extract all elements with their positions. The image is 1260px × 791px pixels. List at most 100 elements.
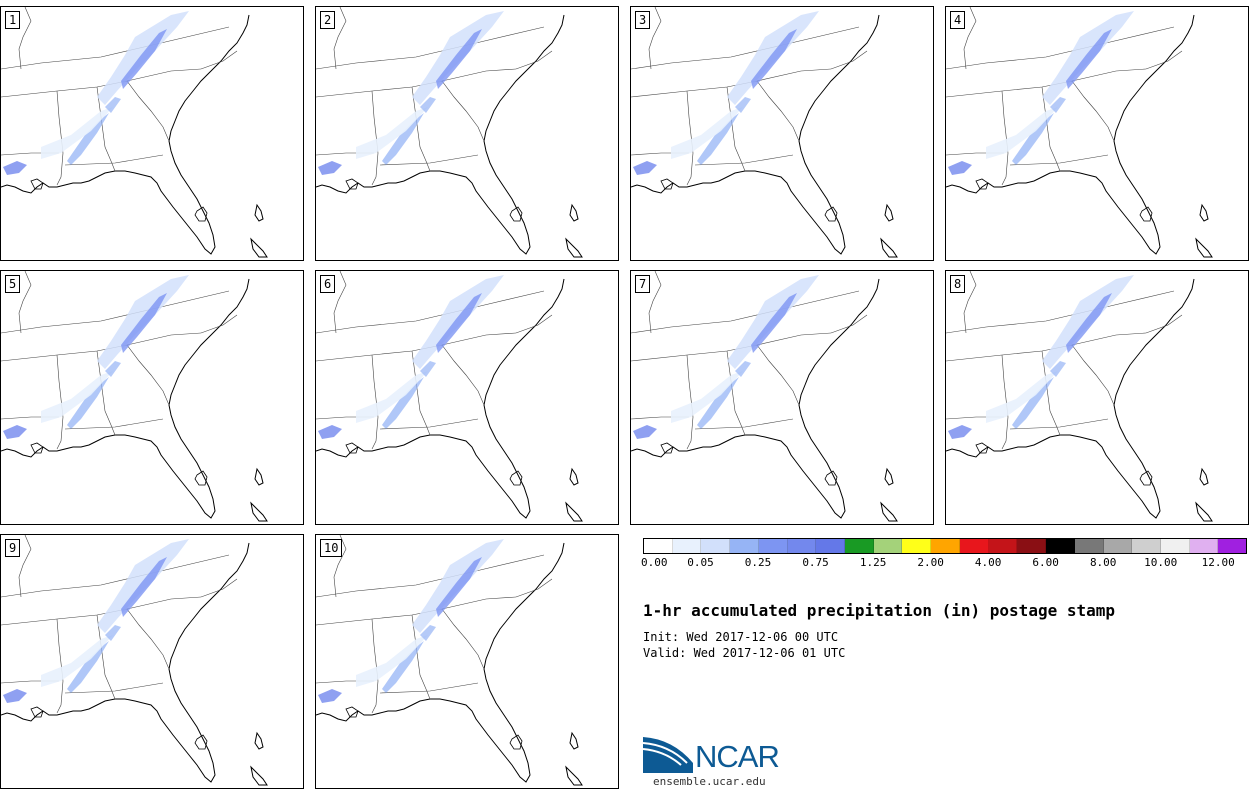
coastline — [946, 278, 1195, 519]
colorbar-swatch — [1046, 539, 1075, 553]
panel-number: 8 — [950, 275, 966, 293]
delta — [660, 442, 674, 454]
colorbar-swatch — [1074, 539, 1104, 553]
colorbar-tick-label: 2.00 — [917, 556, 944, 569]
lake-okeechobee — [509, 206, 523, 222]
colorbar-swatch — [758, 539, 788, 553]
colorbar-tick-label: 1.25 — [859, 556, 887, 569]
colorbar-swatch — [816, 539, 846, 553]
bahamas — [880, 203, 898, 258]
state-lines — [316, 271, 553, 450]
lake-okeechobee — [194, 470, 208, 486]
valid-time: Valid: Wed 2017-12-06 01 UTC — [643, 646, 846, 660]
colorbar-tick-label: 10.00 — [1144, 556, 1178, 569]
precip-bands — [318, 11, 504, 175]
colorbar-tick-label: 0.75 — [802, 556, 829, 569]
precip-colorbar — [643, 538, 1247, 554]
precip-bands — [3, 275, 189, 439]
colorbar-swatch — [730, 539, 759, 553]
state-lines — [316, 535, 553, 714]
bahamas — [1195, 467, 1213, 522]
lake-okeechobee — [509, 734, 523, 750]
colorbar-swatch — [672, 539, 702, 553]
member-panel-8: 8 — [945, 270, 1249, 525]
lake-okeechobee — [1139, 470, 1153, 486]
ncar-wordmark: NCAR — [695, 739, 780, 774]
colorbar-swatch — [787, 539, 817, 553]
state-lines — [631, 7, 868, 186]
coastline — [631, 278, 880, 519]
precip-bands — [633, 275, 819, 439]
lake-okeechobee — [824, 206, 838, 222]
colorbar-tick-label: 8.00 — [1089, 556, 1117, 569]
bahamas — [565, 467, 583, 522]
delta — [975, 178, 989, 190]
member-panel-5: 5 — [0, 270, 304, 525]
panel-number: 5 — [5, 275, 21, 293]
precip-bands — [948, 11, 1134, 175]
bahamas — [565, 203, 583, 258]
colorbar-tick-label: 4.00 — [974, 556, 1002, 569]
state-lines — [946, 271, 1183, 450]
colorbar-swatch — [644, 539, 673, 553]
init-time: Init: Wed 2017-12-06 00 UTC — [643, 630, 839, 644]
precip-bands — [318, 275, 504, 439]
coastline — [1, 542, 250, 783]
colorbar-tick-label: 0.25 — [744, 556, 772, 569]
precip-bands — [948, 275, 1134, 439]
delta — [30, 442, 44, 454]
panel-number: 9 — [5, 539, 21, 557]
member-panel-4: 4 — [945, 6, 1249, 261]
precip-bands — [633, 11, 819, 175]
member-panel-3: 3 — [630, 6, 934, 261]
bahamas — [250, 467, 268, 522]
state-lines — [316, 7, 553, 186]
delta — [975, 442, 989, 454]
panel-number: 7 — [635, 275, 651, 293]
member-panel-7: 7 — [630, 270, 934, 525]
coastline — [316, 542, 565, 783]
coastline — [316, 278, 565, 519]
state-lines — [1, 271, 238, 450]
ncar-logo: NCAR ensemble.ucar.edu — [642, 735, 803, 789]
colorbar-swatch — [845, 539, 874, 553]
lake-okeechobee — [194, 734, 208, 750]
colorbar-tick-label: 0.05 — [687, 556, 714, 569]
delta — [345, 706, 359, 718]
member-panel-10: 10 — [315, 534, 619, 789]
bahamas — [1195, 203, 1213, 258]
delta — [30, 178, 44, 190]
colorbar-swatch — [959, 539, 989, 553]
delta — [30, 706, 44, 718]
delta — [345, 178, 359, 190]
colorbar-swatch — [1017, 539, 1047, 553]
colorbar-tick-labels: 0.00 0.05 0.25 0.75 1.25 2.00 4.00 6.00 8.00 10.0… — [641, 556, 1247, 572]
state-lines — [631, 271, 868, 450]
panel-number: 6 — [320, 275, 336, 293]
colorbar-swatch — [873, 539, 903, 553]
panel-number: 2 — [320, 11, 336, 29]
delta — [660, 178, 674, 190]
coastline — [1, 278, 250, 519]
lake-okeechobee — [509, 470, 523, 486]
member-panel-9: 9 — [0, 534, 304, 789]
delta — [345, 442, 359, 454]
lake-okeechobee — [1139, 206, 1153, 222]
colorbar-tick-label: 0.00 — [641, 556, 668, 569]
member-panel-1: 1 — [0, 6, 304, 261]
member-panel-6: 6 — [315, 270, 619, 525]
colorbar-swatch — [931, 539, 960, 553]
coastline — [316, 14, 565, 255]
coastline — [946, 14, 1195, 255]
colorbar-swatch — [1132, 539, 1161, 553]
ncar-swoosh-icon — [642, 737, 693, 773]
precip-bands — [3, 539, 189, 703]
colorbar-tick-label: 12.00 — [1201, 556, 1235, 569]
colorbar-swatch — [1218, 539, 1247, 553]
precip-bands — [3, 11, 189, 175]
panel-number: 10 — [320, 539, 343, 557]
colorbar-swatch — [1160, 539, 1190, 553]
coastline — [1, 14, 250, 255]
precip-bands — [318, 539, 504, 703]
colorbar-tick-label: 6.00 — [1032, 556, 1059, 569]
